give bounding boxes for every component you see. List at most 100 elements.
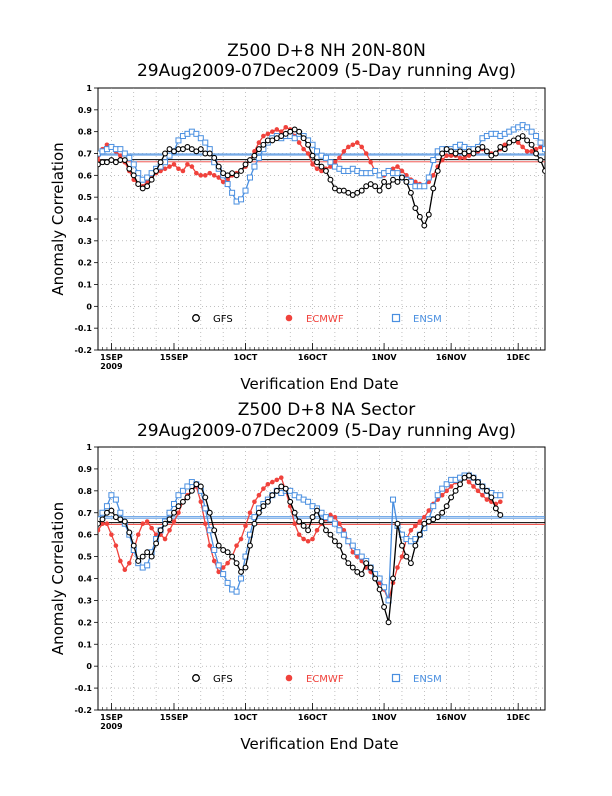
gfs-point <box>403 178 410 185</box>
ecmwf-point <box>176 510 181 516</box>
gfs-point <box>126 165 133 172</box>
gfs-point <box>157 527 164 534</box>
ecmwf-point <box>278 129 284 134</box>
ecmwf-point <box>515 140 521 145</box>
ecmwf-point <box>176 166 181 172</box>
gfs-point <box>412 542 419 549</box>
y-tick-label: -0.2 <box>75 346 93 355</box>
ecmwf-point <box>202 173 208 178</box>
gfs-point <box>354 189 361 196</box>
ensm-point <box>340 531 347 538</box>
ensm-point <box>224 579 231 586</box>
ecmwf-point <box>305 151 311 156</box>
gfs-point <box>349 564 356 571</box>
ecmwf-point <box>390 166 396 172</box>
legend-marker-ensm <box>391 673 401 683</box>
ensm-point <box>524 124 531 131</box>
ecmwf-point <box>524 149 530 154</box>
ecmwf-point <box>502 142 508 148</box>
ecmwf-point <box>319 168 324 174</box>
gfs-point <box>215 163 222 170</box>
gfs-point <box>492 150 499 157</box>
ensm-point <box>390 496 397 503</box>
y-tick-label: 1 <box>86 84 92 93</box>
plot-frame <box>97 446 546 711</box>
y-tick-label: 0.4 <box>78 215 93 224</box>
y-tick-label: 0.1 <box>78 640 93 649</box>
series-gfs <box>98 126 545 229</box>
ecmwf-point <box>118 558 123 564</box>
gfs-point <box>475 146 481 153</box>
gfs-point <box>457 481 464 488</box>
gfs-point <box>412 205 419 212</box>
ensm-point <box>354 549 361 556</box>
gfs-point <box>229 170 236 177</box>
y-tick-label: -0.1 <box>75 324 93 333</box>
ecmwf-point <box>207 170 213 176</box>
gfs-point <box>421 520 428 527</box>
ecmwf-point <box>354 140 360 145</box>
gfs-point <box>255 146 262 153</box>
ensm-point <box>193 130 200 137</box>
y-tick-label: 1 <box>86 443 92 452</box>
gfs-point <box>117 516 124 523</box>
ensm-point <box>439 485 446 492</box>
ensm-point <box>202 139 209 146</box>
x-tick-label: 16OCT <box>298 353 328 362</box>
ecmwf-point <box>404 173 409 178</box>
ensm-point <box>372 167 379 174</box>
ecmwf-point <box>261 133 266 139</box>
gfs-point <box>175 503 182 510</box>
gfs-point <box>452 487 459 494</box>
gfs-point <box>340 553 347 560</box>
gfs-point <box>461 474 468 481</box>
gfs-point <box>121 157 128 164</box>
ensm-point <box>542 146 545 153</box>
gfs-point <box>269 492 276 499</box>
gfs-point <box>425 518 432 525</box>
y-tick-label: 0 <box>86 662 92 671</box>
gfs-point <box>501 146 508 153</box>
ecmwf-point <box>448 484 454 489</box>
y-axis-label: Anomaly Correlation <box>49 502 67 655</box>
gfs-point <box>260 141 267 148</box>
ensm-point <box>246 174 253 181</box>
ecmwf-point <box>350 142 356 148</box>
gfs-point <box>439 509 446 516</box>
gfs-point <box>260 503 267 510</box>
ensm-point <box>175 137 182 144</box>
gfs-point <box>215 542 222 549</box>
ecmwf-point <box>171 519 177 524</box>
gfs-point <box>103 159 110 166</box>
ecmwf-point <box>104 142 110 148</box>
ecmwf-point <box>448 153 454 158</box>
gfs-point <box>148 553 155 560</box>
gfs-point <box>193 148 200 155</box>
ecmwf-point <box>296 140 302 145</box>
gfs-point <box>483 487 490 494</box>
ecmwf-point <box>104 521 110 527</box>
gfs-point <box>372 575 379 582</box>
gfs-point <box>358 571 365 578</box>
ecmwf-point <box>140 521 145 527</box>
ecmwf-point <box>359 558 365 564</box>
ensm-point <box>394 170 401 177</box>
gfs-point <box>184 494 191 501</box>
gfs-point <box>282 130 289 137</box>
ensm-point <box>434 492 441 499</box>
ecmwf-point <box>395 565 400 570</box>
gfs-point <box>399 174 405 181</box>
gfs-point <box>251 152 258 159</box>
gfs-point <box>229 553 236 560</box>
gfs-point <box>425 211 432 218</box>
gfs-point <box>242 564 249 571</box>
x-axis-label: Verification End Date <box>240 375 398 393</box>
x-tick-label: 1DEC <box>506 353 530 362</box>
ecmwf-point <box>341 527 347 533</box>
ensm-point <box>238 196 245 203</box>
gfs-point <box>497 511 504 518</box>
gfs-point <box>327 531 334 538</box>
gfs-point <box>345 189 352 196</box>
